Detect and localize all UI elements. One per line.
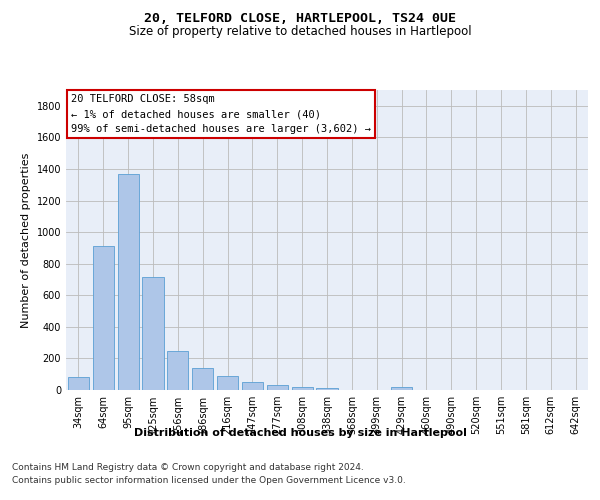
Text: 20, TELFORD CLOSE, HARTLEPOOL, TS24 0UE: 20, TELFORD CLOSE, HARTLEPOOL, TS24 0UE (144, 12, 456, 26)
Text: 20 TELFORD CLOSE: 58sqm
← 1% of detached houses are smaller (40)
99% of semi-det: 20 TELFORD CLOSE: 58sqm ← 1% of detached… (71, 94, 371, 134)
Bar (292, 387, 313, 390)
Bar (391, 386, 412, 390)
Bar (217, 376, 238, 390)
Bar (242, 382, 263, 390)
Bar (93, 246, 114, 390)
Text: Contains public sector information licensed under the Open Government Licence v3: Contains public sector information licen… (12, 476, 406, 485)
Y-axis label: Number of detached properties: Number of detached properties (21, 152, 31, 328)
Bar (267, 385, 288, 390)
Bar (118, 174, 139, 390)
Bar (167, 351, 188, 390)
Bar (68, 377, 89, 390)
Bar (316, 388, 338, 390)
Bar (192, 368, 213, 390)
Text: Contains HM Land Registry data © Crown copyright and database right 2024.: Contains HM Land Registry data © Crown c… (12, 464, 364, 472)
Text: Distribution of detached houses by size in Hartlepool: Distribution of detached houses by size … (134, 428, 466, 438)
Text: Size of property relative to detached houses in Hartlepool: Size of property relative to detached ho… (128, 25, 472, 38)
Bar (142, 277, 164, 390)
